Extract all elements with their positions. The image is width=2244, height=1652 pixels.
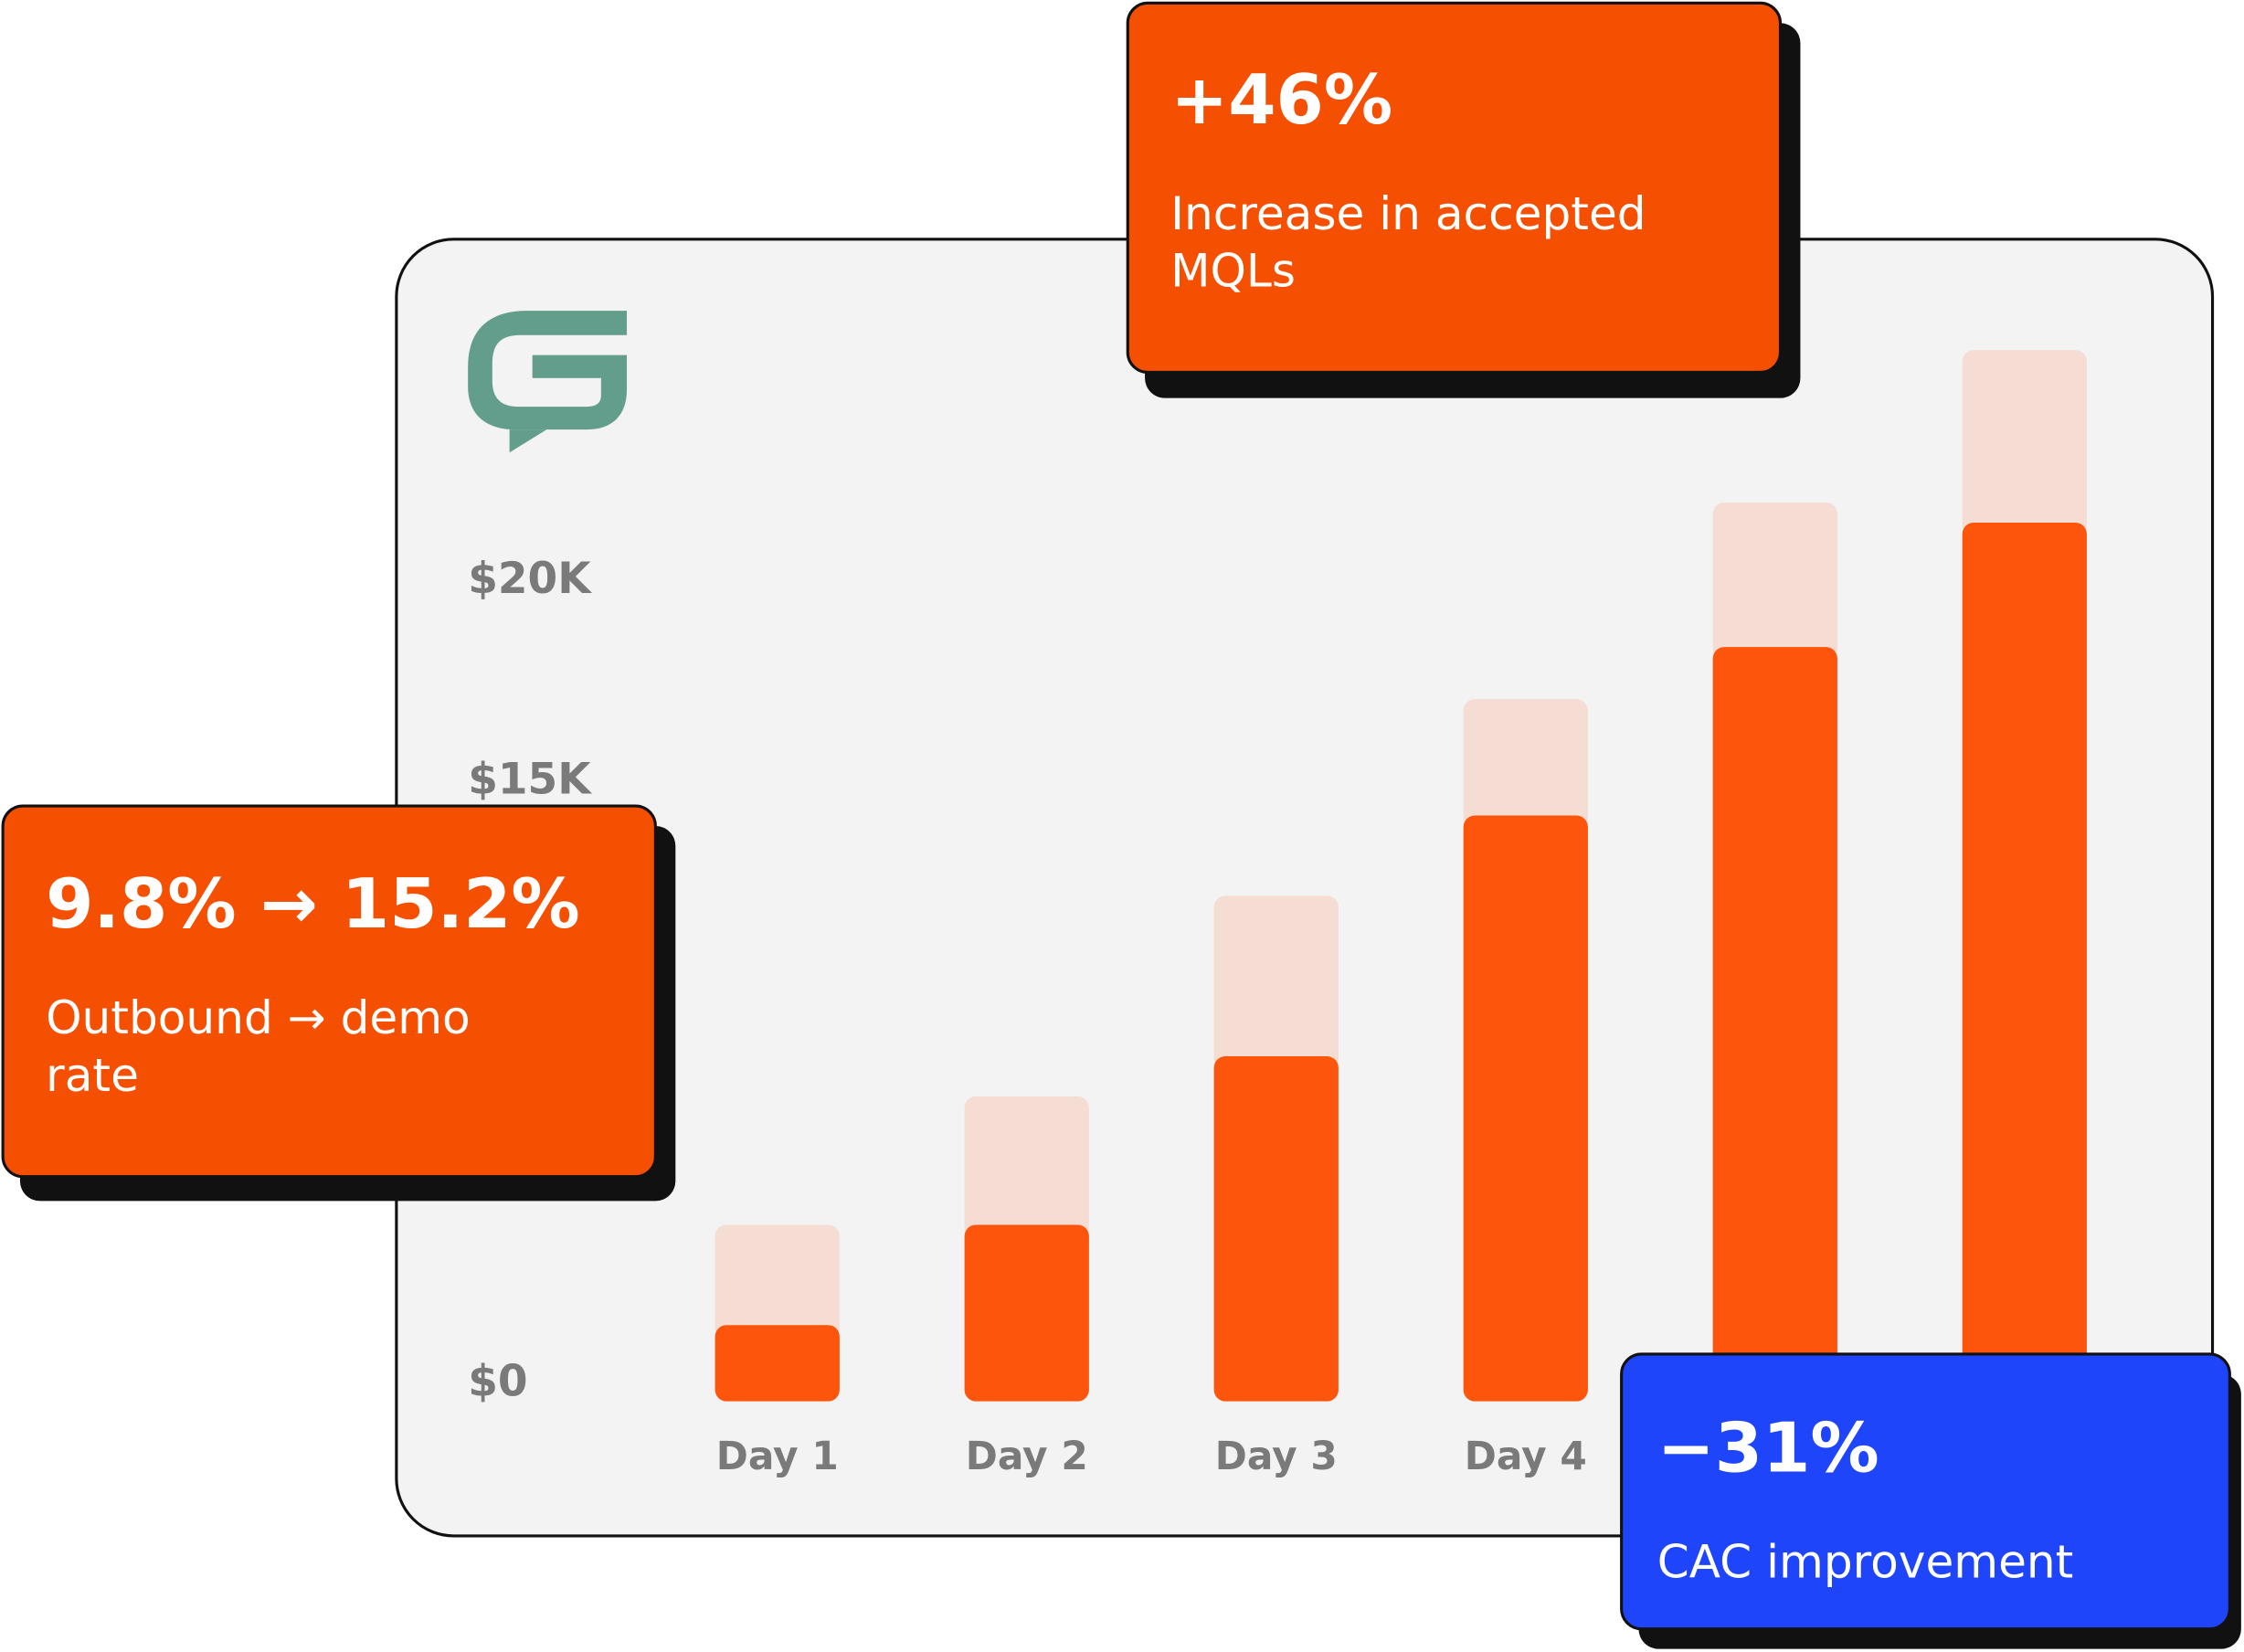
bar-segment <box>964 1224 1089 1402</box>
y-tick-label: $0 <box>468 1356 527 1406</box>
bar-segment <box>1962 522 2087 1402</box>
plot: $0 $15K $20K Day 1 Day 2 Day 3 Day 4 <box>468 350 2087 1478</box>
bar-segment <box>1213 895 1339 1071</box>
card-mqls: +46% Increase in accepted MQLs <box>1126 1 1801 398</box>
card-body <box>1126 1 1783 375</box>
bar-segment <box>964 1096 1089 1240</box>
bar-segment <box>1962 350 2087 537</box>
y-tick-label: $15K <box>468 755 592 805</box>
bar-segment <box>1213 1056 1339 1402</box>
card-body <box>1620 1352 2231 1631</box>
bar-segment <box>1463 815 1588 1402</box>
x-tick-label: Day 1 <box>716 1434 839 1478</box>
bar-segment <box>1463 699 1588 831</box>
card-cac: −31% CAC improvement <box>1620 1352 2241 1649</box>
bar-segment <box>714 1325 840 1402</box>
card-body <box>1 804 657 1179</box>
card-text: CAC improvement <box>1657 1534 2074 1588</box>
bar-segment <box>1712 503 1837 662</box>
card-text: Outbound → demo <box>46 990 471 1044</box>
x-tick-label: Day 4 <box>1465 1434 1587 1478</box>
bar-segment <box>1712 647 1837 1402</box>
card-headline: 9.8% → 15.2% <box>46 863 580 944</box>
x-tick-label: Day 3 <box>1215 1434 1338 1478</box>
card-headline: +46% <box>1170 59 1392 140</box>
card-demo-rate: 9.8% → 15.2% Outbound → demo rate <box>1 804 676 1202</box>
card-text: MQLs <box>1170 243 1296 297</box>
card-headline: −31% <box>1657 1407 1879 1488</box>
bar-segment <box>714 1224 840 1340</box>
y-tick-label: $20K <box>468 554 592 604</box>
card-text: Increase in accepted <box>1170 186 1646 240</box>
x-tick-label: Day 2 <box>966 1434 1088 1478</box>
card-text: rate <box>46 1048 139 1102</box>
